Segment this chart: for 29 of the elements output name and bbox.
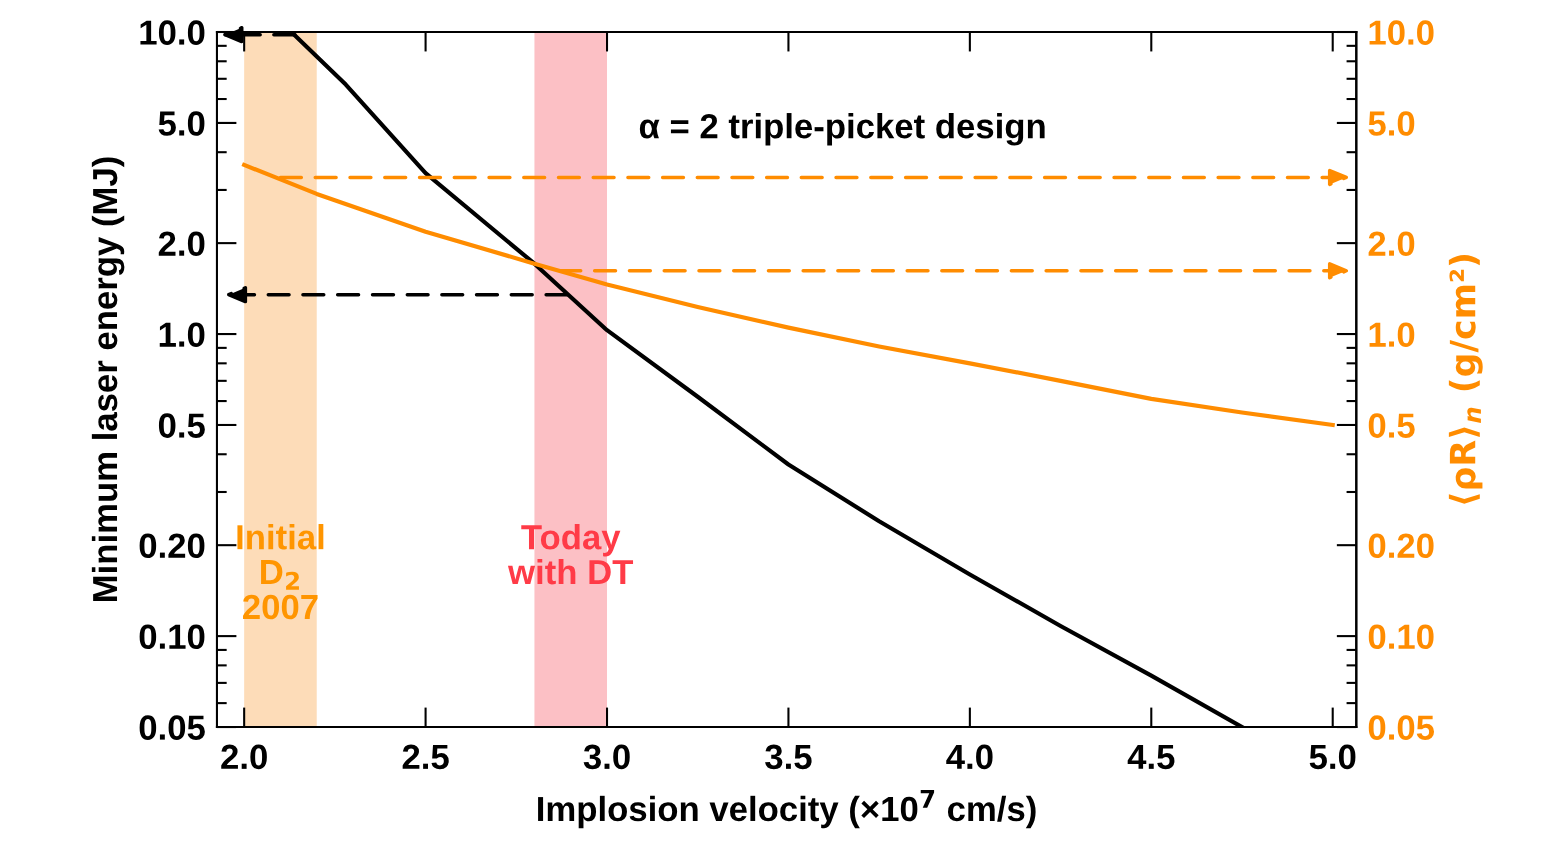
x-tick-label: 2.0	[221, 744, 267, 770]
y-tick-label: 5.0	[158, 111, 205, 136]
y-tick-label: 0.05	[139, 715, 205, 740]
y-axis-title: Minimum laser energy (MJ)	[91, 157, 125, 602]
y-tick-label: 2.0	[158, 231, 205, 257]
x-tick-label: 2.5	[402, 744, 449, 770]
band-label: Initial D$_{2}$ 2007	[237, 524, 324, 620]
x-axis-title: Implosion velocity (×10$^{7}$ cm/s)	[538, 789, 1036, 829]
y-tick-label: 0.20	[139, 533, 205, 559]
x-tick-label: 3.5	[765, 744, 812, 770]
text: 0.05	[1368, 715, 1435, 740]
text: 0.20	[1368, 533, 1434, 559]
y-tick-label: 0.5	[158, 413, 205, 438]
band-label: Today with DT	[507, 524, 634, 585]
y2-axis-title: ⟨ρR⟩$_{n}$ (g/cm²)	[1448, 255, 1483, 504]
x-tick-label: 4.0	[946, 744, 993, 770]
y-tick-label: 10.0	[140, 20, 205, 45]
text: 1.0	[1369, 322, 1415, 347]
text: 0.10	[1368, 624, 1434, 650]
text: 5.0	[1368, 111, 1415, 136]
text: 10.0	[1369, 20, 1434, 45]
text: 0.5	[1368, 413, 1415, 438]
x-tick-label: 5.0	[1309, 744, 1356, 770]
y-tick-label: 1.0	[159, 322, 205, 347]
x-tick-label: 3.0	[583, 744, 630, 770]
text: 2.0	[1368, 231, 1415, 257]
y-tick-label: 0.10	[139, 624, 205, 650]
annotation: α = 2 triple-picket design	[639, 113, 1045, 146]
x-tick-label: 4.5	[1127, 744, 1175, 770]
